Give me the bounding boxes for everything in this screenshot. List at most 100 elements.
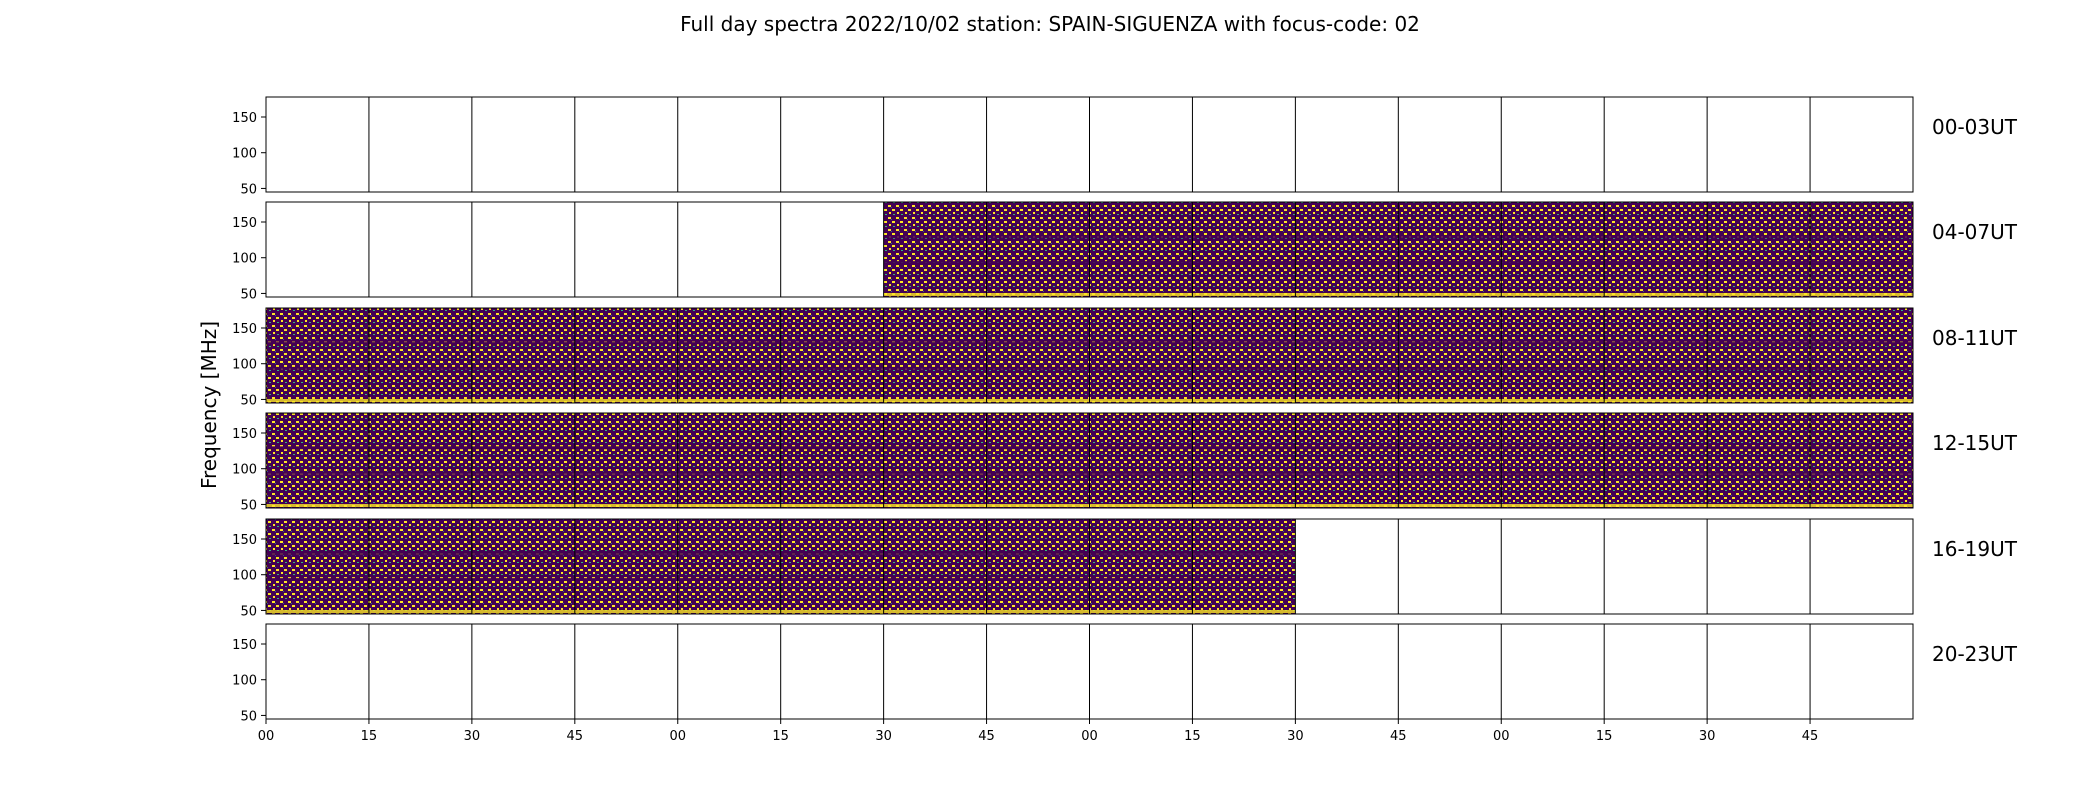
spectrum-band: [1604, 471, 1708, 475]
spectrum-band: [1295, 260, 1399, 264]
spectrum-band: [368, 471, 472, 475]
x-tick-label: 30: [1699, 729, 1716, 744]
spectrum-band: [368, 446, 472, 450]
spectrum-baseline: [266, 399, 369, 402]
spectrum-band: [780, 366, 884, 370]
spectrum-band: [368, 341, 472, 345]
row-frame: [265, 307, 1914, 404]
chart-title: Full day spectra 2022/10/02 station: SPA…: [680, 12, 1420, 36]
spectrum-baseline: [1295, 504, 1399, 507]
spectrum-band: [1398, 366, 1502, 370]
spectrum-baseline: [677, 504, 781, 507]
spectrum-panel: [1192, 519, 1296, 614]
spectrum-panel: [1810, 202, 1913, 297]
spectrum-band: [1398, 446, 1502, 450]
panel-row-16-19UT: 50 100 150 16-19UT: [232, 518, 2018, 619]
spectrum-baseline: [1604, 504, 1708, 507]
spectrum-baseline: [471, 399, 575, 402]
spectrum-band: [1089, 577, 1193, 581]
spectrum-band: [266, 471, 369, 475]
spectrum-band: [883, 235, 987, 239]
spectrum-band: [1810, 366, 1913, 370]
spectrum-baseline: [1192, 504, 1296, 507]
spectrum-band: [471, 471, 575, 475]
spectrum-band: [1501, 366, 1605, 370]
y-tick-label: 150: [232, 638, 257, 653]
y-tick-label: 50: [240, 498, 257, 513]
spectrum-band: [1398, 260, 1502, 264]
spectrum-baseline: [1604, 293, 1708, 296]
spectrum-baseline: [1707, 293, 1811, 296]
x-tick-label: 00: [669, 729, 686, 744]
y-tick-label: 100: [232, 252, 257, 267]
spectrum-panel: [1810, 308, 1913, 403]
spectrum-band: [1707, 341, 1811, 345]
spectrum-band: [1295, 471, 1399, 475]
spectrum-panel: [574, 413, 678, 508]
y-tick-label: 100: [232, 463, 257, 478]
spectrum-band: [1398, 341, 1502, 345]
spectrum-panel: [368, 413, 472, 508]
spectrum-band: [266, 552, 369, 556]
spectrum-band: [780, 471, 884, 475]
panel-row-08-11UT: 50 100 150 08-11UT: [232, 307, 2018, 408]
spectrum-baseline: [266, 610, 369, 613]
spectrum-panel: [1707, 413, 1811, 508]
spectrum-panel: [986, 202, 1090, 297]
spectrum-band: [1089, 446, 1193, 450]
spectrum-panel: [780, 519, 884, 614]
spectrum-band: [574, 366, 678, 370]
spectrum-band: [1192, 341, 1296, 345]
spectrum-band: [266, 341, 369, 345]
spectrum-panel: [1604, 308, 1708, 403]
spectrum-panel: [1295, 413, 1399, 508]
spectrum-baseline: [471, 610, 575, 613]
spectrum-baseline: [986, 610, 1090, 613]
spectrum-panel: [1089, 202, 1193, 297]
x-tick-label: 15: [1184, 729, 1201, 744]
spectrum-panel: [1089, 519, 1193, 614]
spectrum-band: [986, 235, 1090, 239]
x-tick-label: 15: [361, 729, 378, 744]
spectrum-baseline: [677, 399, 781, 402]
spectrum-baseline: [883, 399, 987, 402]
spectrum-band: [883, 260, 987, 264]
y-tick-label: 100: [232, 674, 257, 689]
spectrum-panel: [1604, 202, 1708, 297]
spectrum-band: [986, 446, 1090, 450]
row-label: 04-07UT: [1932, 220, 2018, 244]
spectrum-baseline: [471, 504, 575, 507]
spectrum-band: [1604, 366, 1708, 370]
spectrum-baseline: [1501, 293, 1605, 296]
spectrum-band: [883, 471, 987, 475]
spectrum-band: [1810, 341, 1913, 345]
spectrum-band: [1810, 260, 1913, 264]
spectrum-band: [986, 471, 1090, 475]
spectrum-panel: [266, 519, 369, 614]
spectrum-band: [1501, 341, 1605, 345]
spectrum-baseline: [1192, 293, 1296, 296]
spectrum-panel: [574, 519, 678, 614]
spectrum-band: [883, 577, 987, 581]
row-label: 16-19UT: [1932, 537, 2018, 561]
y-axis-label: Frequency [MHz]: [197, 321, 221, 489]
spectrum-baseline: [986, 293, 1090, 296]
y-tick-label: 50: [240, 709, 257, 724]
spectrum-band: [986, 552, 1090, 556]
spectrum-baseline: [1810, 504, 1913, 507]
spectrum-band: [1707, 471, 1811, 475]
spectrum-baseline: [1089, 504, 1193, 507]
spectrum-band: [368, 366, 472, 370]
spectrum-band: [677, 552, 781, 556]
y-tick-label: 150: [232, 111, 257, 126]
x-tick-label: 45: [1802, 729, 1819, 744]
spectrum-baseline: [986, 399, 1090, 402]
spectrum-band: [1089, 235, 1193, 239]
panel-row-12-15UT: 50 100 150 12-15UT: [232, 412, 2018, 513]
spectrum-band: [1707, 260, 1811, 264]
spectrum-panel: [1707, 308, 1811, 403]
spectrum-baseline: [1192, 610, 1296, 613]
spectrum-band: [471, 366, 575, 370]
spectrum-band: [1604, 235, 1708, 239]
spectrum-baseline: [1810, 399, 1913, 402]
